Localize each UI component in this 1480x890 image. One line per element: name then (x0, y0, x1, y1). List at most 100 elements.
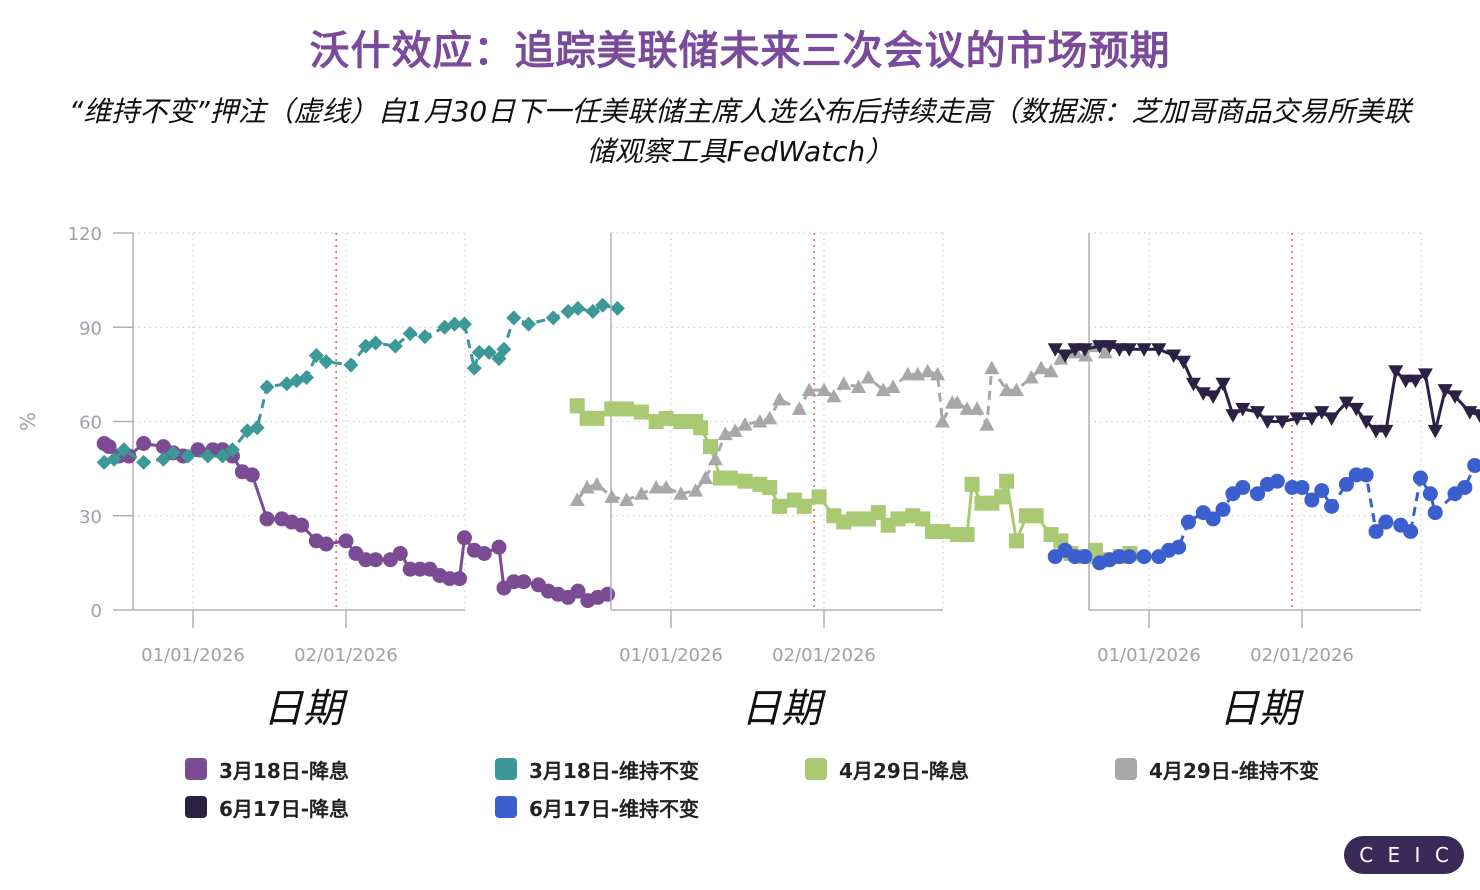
data-point (1166, 349, 1182, 364)
data-point (136, 435, 152, 451)
data-point (1324, 498, 1340, 514)
data-point (1314, 406, 1330, 420)
data-point (851, 379, 867, 393)
data-point (1215, 377, 1231, 392)
data-point (589, 476, 605, 491)
data-point (244, 467, 260, 483)
data-point (1408, 374, 1424, 389)
data-point (1205, 390, 1221, 404)
data-point (609, 300, 625, 316)
data-point (259, 379, 275, 395)
data-point (471, 344, 487, 360)
x-tick-label: 01/01/2026 (141, 645, 245, 666)
data-point (949, 395, 965, 409)
legend-item-mar-hold: 3月18日-维持不变 (495, 756, 805, 783)
data-point (496, 341, 512, 357)
data-point (600, 586, 616, 602)
data-point (702, 439, 718, 455)
logo-letter: I (1414, 843, 1421, 867)
data-point (1121, 549, 1137, 565)
data-point (791, 401, 807, 415)
data-point (516, 574, 532, 590)
logo-letter: C (1434, 843, 1449, 867)
y-tick-label: 30 (79, 507, 102, 528)
data-point (1047, 343, 1063, 357)
legend-label-jun-hold: 6月17日-维持不变 (529, 796, 700, 821)
data-point (1067, 343, 1083, 357)
data-point (762, 410, 778, 425)
data-point (545, 310, 561, 326)
ceic-logo: C E I C (1344, 836, 1464, 874)
data-point (673, 486, 689, 500)
data-point (318, 536, 334, 552)
data-point (1427, 424, 1443, 439)
data-point (1008, 533, 1024, 549)
data-point (673, 414, 689, 429)
legend: 3月18日-降息 3月18日-维持不变 4月29日-降息 4月29日-维持不变 … (185, 756, 1425, 821)
data-point (1057, 349, 1073, 364)
data-point (1274, 415, 1290, 429)
data-point (1151, 343, 1167, 357)
data-point (585, 304, 601, 320)
data-point (569, 492, 585, 507)
data-point (1403, 523, 1419, 539)
data-point (491, 539, 507, 555)
series-line (103, 442, 609, 603)
data-point (570, 300, 586, 316)
data-point (155, 451, 171, 467)
series-line (1054, 464, 1480, 565)
data-point (1077, 549, 1093, 565)
data-point (826, 388, 842, 403)
data-point (299, 370, 315, 386)
series-2-2 (569, 338, 1113, 507)
data-point (801, 382, 817, 397)
data-point (1398, 374, 1414, 389)
data-point (392, 545, 408, 561)
data-point (308, 348, 324, 364)
data-point (1235, 402, 1251, 417)
legend-swatch-jun-hold (495, 796, 517, 818)
data-point (116, 442, 132, 458)
data-point (1437, 384, 1453, 398)
chart-panel-3: 01/01/2026 02/01/2026 日期 (1047, 232, 1480, 732)
data-point (984, 360, 1000, 375)
data-point (688, 483, 704, 497)
legend-swatch-mar-hold (495, 758, 517, 780)
y-axis-title: % (16, 412, 40, 431)
chart-subtitle: “维持不变”押注（虚线）自1月30日下一任美联储主席人选公布后持续走高（数据源：… (68, 95, 1412, 168)
data-point (200, 448, 216, 464)
data-point (1378, 424, 1394, 439)
data-point (693, 420, 709, 436)
data-point (772, 392, 788, 406)
data-point (604, 401, 620, 417)
data-point (1250, 486, 1266, 502)
x-tick-label: 01/01/2026 (1097, 645, 1201, 666)
data-point (476, 545, 492, 561)
data-point (727, 423, 743, 437)
data-point (1250, 406, 1266, 420)
data-point (999, 382, 1015, 397)
legend-swatch-jun-cut (185, 796, 207, 818)
series-1-2 (96, 297, 625, 470)
legend-item-apr-hold: 4月29日-维持不变 (1115, 756, 1425, 783)
data-point (796, 498, 812, 514)
data-point (1324, 412, 1340, 426)
data-point (737, 473, 753, 489)
data-point (772, 498, 788, 514)
y-tick-label: 90 (79, 318, 102, 339)
data-point (1028, 508, 1044, 524)
data-point (846, 511, 862, 527)
data-point (1427, 505, 1443, 521)
data-point (1368, 523, 1384, 539)
series-3-2 (1047, 457, 1480, 571)
series-line (103, 303, 618, 464)
y-tick-label: 0 (91, 601, 102, 622)
data-point (1378, 514, 1394, 530)
data-point (506, 310, 522, 326)
data-point (1023, 370, 1039, 384)
data-point (521, 316, 537, 332)
data-point (648, 479, 664, 494)
data-point (101, 439, 117, 455)
data-point (722, 470, 738, 486)
legend-label-apr-hold: 4月29日-维持不变 (1149, 758, 1320, 783)
